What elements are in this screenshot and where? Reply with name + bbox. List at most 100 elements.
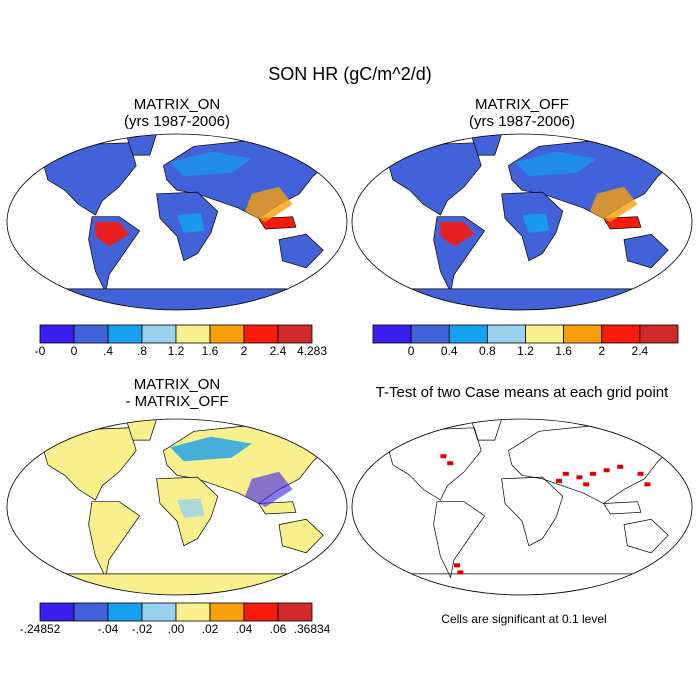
panel-title: MATRIX_ON [134,96,220,113]
map-outline [6,418,348,596]
colorbar-label: 0.4 [441,344,458,358]
colorbar-box [141,324,177,344]
significant-cell [556,478,562,483]
colorbar-box [639,324,679,344]
continent [23,288,331,310]
colorbar-box [107,602,143,622]
colorbar-box [209,602,245,622]
colorbar-box [39,324,75,344]
colorbar-box [563,324,603,344]
colorbar-box [525,324,565,344]
colorbar-box [372,324,412,344]
significant-cell [454,563,460,568]
continent [470,134,503,156]
figure-title: SON HR (gC/m^2/d) [268,64,431,84]
colorbar-label: -0 [35,344,46,358]
colorbar-box [601,324,641,344]
significant-cell [440,454,447,459]
land [23,134,335,310]
colorbar-label: -.24852 [20,622,61,636]
colorbar-label: .00 [168,622,185,636]
panel-note: Cells are significant at 0.1 level [441,612,606,626]
significant-cell [644,482,651,487]
continent [470,419,503,441]
colorbar-box [277,324,313,344]
region [590,186,638,222]
significant-cell [447,461,454,466]
colorbar-label: .8 [137,344,147,358]
colorbar-label: .02 [202,622,219,636]
map-panel: MATRIX_ON(yrs 1987-2006) -0 0 .4 .8 1.2 1.6 2 2.… [6,96,348,358]
region [170,151,252,177]
colorbar-label: -.04 [98,622,119,636]
colorbar-box [107,324,143,344]
significant-cell [590,471,596,476]
colorbar-label: 2.4 [632,344,649,358]
colorbar-box [410,324,450,344]
colorbar-box [209,324,245,344]
colorbar-box [73,602,109,622]
significant-cell [562,471,569,476]
colorbar-box [243,602,279,622]
continent [125,419,158,441]
significant-cell [637,471,644,476]
colorbar-label: 4.283 [297,344,327,358]
land [23,419,335,595]
continent [623,518,669,554]
region [245,186,293,222]
panel-title: (yrs 1987-2006) [469,113,575,130]
region [177,498,205,518]
colorbar-box [448,324,488,344]
significant-cell [617,464,624,469]
continent [368,288,676,310]
map-panel: T-Test of two Case means at each grid po… [351,384,693,626]
colorbar-box [277,602,313,622]
continent [278,518,324,554]
map-panel: MATRIX_ON- MATRIX_OFF -.24852 -.04 -.02 .00.… [6,376,348,636]
continent [385,427,482,501]
colorbar-label: 2 [241,344,248,358]
panel-title: (yrs 1987-2006) [124,113,230,130]
continent [623,233,669,269]
land [368,419,680,595]
colorbar-box [243,324,279,344]
colorbar-label: 1.6 [555,344,572,358]
colorbar-label: 0.8 [479,344,496,358]
land [368,134,680,310]
colorbar-label: 1.2 [168,344,185,358]
colorbar-label: 0 [71,344,78,358]
colorbar-label: 2 [598,344,605,358]
colorbar-box [141,602,177,622]
continent [40,142,137,216]
continent [40,427,137,501]
colorbar-box [39,602,75,622]
region [522,213,550,233]
colorbar-label: .36834 [294,622,331,636]
continent [433,501,486,579]
region [515,151,597,177]
colorbar-box [73,324,109,344]
region [95,222,130,247]
region [440,222,475,247]
region [245,471,293,507]
colorbar-box [486,324,526,344]
continent [508,425,680,504]
continent [88,501,141,579]
continent [368,573,676,595]
significant-cell [603,468,610,473]
significant-cell [457,570,464,575]
map-outline [351,418,693,596]
map-panel: MATRIX_OFF(yrs 1987-2006) 0 0.4 0.8 1.2 1.6 2 2… [351,96,693,358]
region [177,213,205,233]
colorbar-label: 1.2 [517,344,534,358]
colorbar-label: 0 [408,344,415,358]
colorbar-label: -.02 [132,622,153,636]
panel-title: MATRIX_OFF [475,96,569,113]
panel-title: - MATRIX_OFF [125,393,228,410]
colorbar-label: .06 [270,622,287,636]
colorbar-label: .4 [103,344,113,358]
significant-cell [583,482,590,487]
continent [602,501,642,515]
panel-title: T-Test of two Case means at each grid po… [376,384,669,401]
